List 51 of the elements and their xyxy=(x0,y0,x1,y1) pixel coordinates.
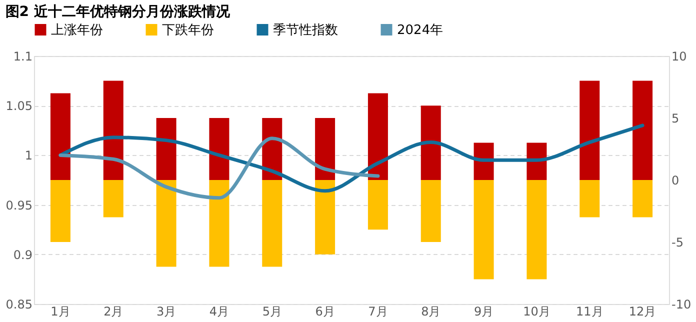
bar xyxy=(580,80,600,180)
y2-tick-label: 5 xyxy=(672,112,680,126)
bar xyxy=(420,180,441,242)
y2-tick-label: -5 xyxy=(672,236,684,250)
y-tick-label: 0.95 xyxy=(6,198,32,212)
bar xyxy=(50,180,70,242)
y-tick-label: 1 xyxy=(24,148,32,163)
bar xyxy=(368,93,388,180)
x-tick-label: 2月 xyxy=(104,304,124,318)
bar xyxy=(580,180,600,218)
x-tick-label: 11月 xyxy=(576,304,604,318)
bar xyxy=(50,93,70,180)
y-tick-label: 0.85 xyxy=(6,298,32,312)
x-tick-label: 9月 xyxy=(474,304,494,318)
bar xyxy=(209,118,230,180)
y2-tick-label: 0 xyxy=(672,174,680,188)
bar xyxy=(632,180,653,218)
bar xyxy=(526,180,547,280)
x-tick-label: 1月 xyxy=(50,304,70,318)
bar xyxy=(262,180,282,267)
bar xyxy=(103,180,124,218)
legend-label: 季节性指数 xyxy=(273,22,338,38)
bar xyxy=(474,180,494,280)
y2-tick-label: 10 xyxy=(672,50,687,64)
x-tick-label: 3月 xyxy=(156,304,176,318)
legend-label: 上涨年份 xyxy=(51,22,103,38)
x-tick-label: 8月 xyxy=(421,304,441,318)
bar xyxy=(156,180,176,267)
line-series xyxy=(58,124,644,193)
bar xyxy=(315,180,336,254)
bar xyxy=(209,180,230,267)
x-tick-label: 7月 xyxy=(368,304,388,318)
bar xyxy=(420,106,441,180)
x-tick-label: 10月 xyxy=(523,304,550,318)
y-tick-label: 0.9 xyxy=(13,248,32,262)
y-tick-label: 1.1 xyxy=(13,50,32,64)
x-tick-label: 5月 xyxy=(262,304,282,318)
bar xyxy=(315,118,336,180)
x-tick-label: 4月 xyxy=(209,304,230,318)
y2-tick-label: -10 xyxy=(672,298,692,312)
legend-label: 下跌年份 xyxy=(162,22,214,38)
bar xyxy=(368,180,388,230)
line-series xyxy=(58,136,380,200)
bar xyxy=(632,80,653,180)
bar xyxy=(103,80,124,180)
chart-title: 图2 近十二年优特钢分月份涨跌情况 xyxy=(5,3,231,20)
x-tick-label: 6月 xyxy=(315,304,335,318)
bar xyxy=(156,118,176,180)
legend-label: 2024年 xyxy=(397,22,444,38)
x-tick-label: 12月 xyxy=(628,304,656,318)
y-tick-label: 1.05 xyxy=(6,99,32,114)
